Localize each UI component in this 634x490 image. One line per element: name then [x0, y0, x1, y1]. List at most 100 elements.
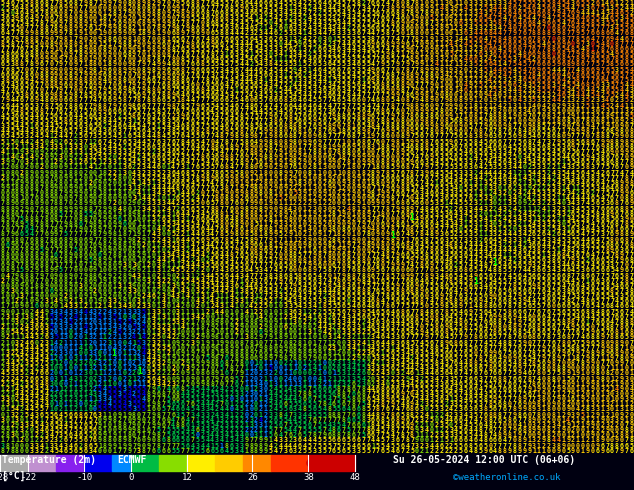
Text: 0: 0 — [459, 102, 463, 109]
Text: 3: 3 — [171, 221, 175, 227]
Text: 2: 2 — [171, 334, 175, 341]
Text: 6: 6 — [630, 25, 633, 31]
Text: 4: 4 — [278, 67, 282, 73]
Text: 4: 4 — [347, 46, 351, 52]
Text: 0: 0 — [493, 196, 497, 201]
Text: 8: 8 — [586, 128, 590, 134]
Text: 7: 7 — [68, 247, 73, 253]
Text: 4: 4 — [493, 175, 497, 181]
Text: 1: 1 — [113, 257, 117, 263]
Text: 1: 1 — [146, 288, 151, 294]
Text: 5: 5 — [254, 20, 258, 26]
Text: 7: 7 — [171, 41, 175, 47]
Text: 4: 4 — [249, 46, 253, 52]
Text: 5: 5 — [59, 314, 63, 320]
Text: 6: 6 — [200, 216, 204, 222]
Text: 9: 9 — [108, 25, 112, 31]
Text: 0: 0 — [44, 41, 48, 47]
Text: 9: 9 — [88, 67, 92, 73]
Text: 6: 6 — [488, 61, 492, 68]
Text: 7: 7 — [152, 396, 155, 402]
Text: 6: 6 — [220, 56, 224, 62]
Text: 3: 3 — [566, 102, 570, 109]
Text: 2: 2 — [103, 329, 107, 335]
Text: 5: 5 — [288, 92, 292, 98]
Text: 0: 0 — [318, 185, 321, 191]
Text: 6: 6 — [93, 427, 97, 433]
Text: 6: 6 — [557, 46, 560, 52]
Text: 6: 6 — [122, 123, 126, 129]
Text: 0: 0 — [605, 340, 609, 345]
Text: 1: 1 — [459, 5, 463, 11]
Text: 1: 1 — [376, 185, 380, 191]
Text: 7: 7 — [463, 242, 468, 247]
Text: 5: 5 — [385, 350, 390, 356]
Text: 3: 3 — [64, 442, 68, 448]
Text: 7: 7 — [142, 412, 146, 417]
Text: 6: 6 — [186, 77, 190, 83]
Text: 1: 1 — [122, 365, 126, 371]
Text: 7: 7 — [356, 133, 361, 140]
Text: 9: 9 — [571, 381, 575, 387]
Text: 6: 6 — [474, 164, 477, 171]
Text: 1: 1 — [434, 5, 439, 11]
Text: 6: 6 — [605, 30, 609, 36]
Text: 1: 1 — [137, 180, 141, 186]
Text: 8: 8 — [103, 190, 107, 196]
Text: 4: 4 — [444, 221, 448, 227]
Text: 5: 5 — [127, 407, 131, 413]
Text: 6: 6 — [254, 102, 258, 109]
Text: 7: 7 — [79, 98, 82, 103]
Text: 2: 2 — [186, 319, 190, 325]
Text: 3: 3 — [298, 77, 302, 83]
Text: 2: 2 — [98, 206, 102, 212]
Text: 9: 9 — [391, 41, 394, 47]
Text: 0: 0 — [10, 252, 14, 258]
Text: 6: 6 — [449, 288, 453, 294]
Text: 4: 4 — [576, 92, 580, 98]
Text: 4: 4 — [474, 154, 477, 160]
Text: 2: 2 — [200, 128, 204, 134]
Text: 9: 9 — [264, 144, 268, 150]
Text: 5: 5 — [210, 102, 214, 109]
Text: 9: 9 — [430, 98, 434, 103]
Text: 2: 2 — [449, 20, 453, 26]
Text: 8: 8 — [132, 102, 136, 109]
Text: 5: 5 — [571, 221, 575, 227]
Text: 5: 5 — [439, 211, 443, 217]
Text: 4: 4 — [195, 412, 200, 417]
Text: 0: 0 — [449, 92, 453, 98]
Text: 4: 4 — [415, 247, 419, 253]
Text: 8: 8 — [249, 257, 253, 263]
Text: 8: 8 — [244, 211, 249, 217]
Text: 7: 7 — [74, 226, 77, 232]
Text: 3: 3 — [434, 200, 439, 206]
Text: 1: 1 — [142, 46, 146, 52]
Text: 5: 5 — [425, 314, 429, 320]
Text: 5: 5 — [434, 196, 439, 201]
Text: 5: 5 — [542, 123, 546, 129]
Text: 9: 9 — [230, 231, 234, 237]
Text: 8: 8 — [615, 41, 619, 47]
Text: 1: 1 — [176, 257, 180, 263]
Text: 9: 9 — [254, 442, 258, 448]
Text: 0: 0 — [430, 422, 434, 428]
Text: 1: 1 — [278, 319, 282, 325]
Text: 6: 6 — [586, 67, 590, 73]
Text: 0: 0 — [35, 164, 39, 171]
Text: 4: 4 — [332, 5, 336, 11]
Text: 8: 8 — [347, 432, 351, 438]
Text: 6: 6 — [381, 448, 385, 454]
Text: 5: 5 — [249, 87, 253, 93]
Text: 4: 4 — [552, 252, 555, 258]
Text: 5: 5 — [240, 87, 243, 93]
Text: 6: 6 — [463, 319, 468, 325]
Text: 1: 1 — [376, 211, 380, 217]
Text: 2: 2 — [459, 67, 463, 73]
Text: 5: 5 — [415, 386, 419, 392]
Text: 4: 4 — [459, 360, 463, 366]
Text: 7: 7 — [474, 329, 477, 335]
Text: 1: 1 — [166, 262, 171, 268]
Text: 3: 3 — [332, 15, 336, 21]
Text: 1: 1 — [508, 92, 512, 98]
